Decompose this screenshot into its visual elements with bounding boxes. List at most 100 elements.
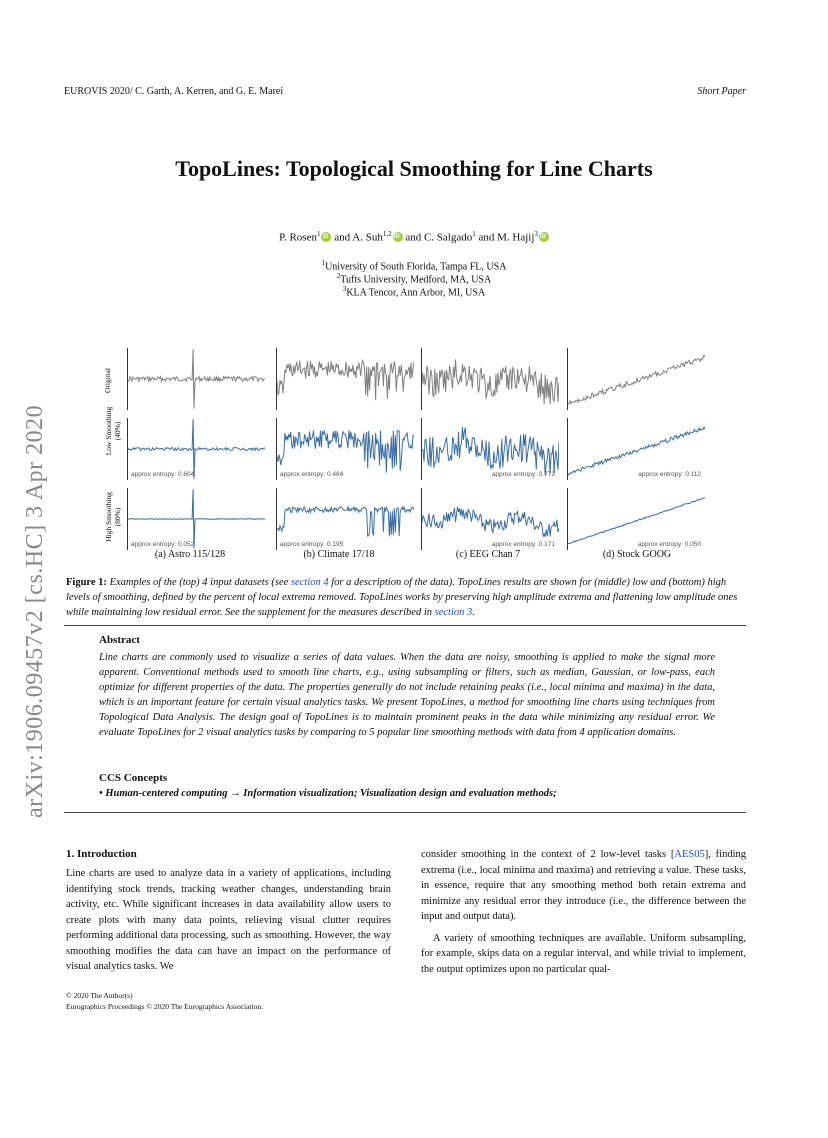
copyright-line: © 2020 The Author(s) (66, 991, 133, 1000)
smoothed-series-line (277, 429, 414, 473)
smoothed-series-line (128, 419, 265, 479)
orcid-icon[interactable] (538, 231, 549, 242)
chart-panel (276, 348, 414, 410)
author-name: M. Hajij (497, 231, 535, 244)
body-text: ], finding extrema (i.e., local minima a… (421, 849, 746, 922)
line-chart (128, 419, 265, 479)
affiliation: 3KLA Tencor, Ann Arbor, MI, USA (0, 285, 828, 298)
row-label-text: High Smoothing (104, 492, 113, 542)
chart-panel: approx entropy: 0.772 (421, 418, 559, 480)
body-text: consider smoothing in the context of 2 l… (421, 849, 675, 860)
section-heading: 1. Introduction (66, 848, 137, 860)
entropy-label: approx entropy: 0.195 (280, 541, 344, 548)
line-chart (568, 497, 705, 545)
entropy-label: approx entropy: 0.052 (131, 541, 195, 548)
author-affil-sup: 1,2 (382, 230, 392, 238)
row-label-original: Original (103, 368, 112, 393)
body-text: A variety of smoothing techniques are av… (421, 932, 746, 975)
line-chart (422, 359, 559, 405)
author-affil-sup: 1 (472, 230, 476, 238)
intro-column-1: Line charts are used to analyze data in … (66, 868, 391, 972)
affiliation-sup: 2 (336, 272, 341, 280)
subfigure-label: (d) Stock GOOG (602, 549, 672, 560)
original-series-line (422, 359, 559, 405)
arrow-icon: → (230, 788, 241, 799)
chart-panel: approx entropy: 0.604 (127, 418, 265, 480)
affiliation: 1University of South Florida, Tampa FL, … (0, 259, 828, 272)
citation-link[interactable]: AES05 (674, 849, 705, 860)
entropy-label: approx entropy: 0.604 (131, 471, 195, 478)
author-affil-sup: 1 (316, 230, 321, 238)
line-chart (422, 426, 559, 475)
line-chart (277, 429, 414, 473)
smoothed-series-line (277, 505, 414, 538)
smoothed-series-line (568, 497, 705, 545)
line-chart (128, 489, 265, 549)
section-link[interactable]: section 4 (290, 577, 329, 588)
bullet: • (99, 788, 103, 799)
line-chart (277, 358, 414, 401)
entropy-label: approx entropy: 0.772 (491, 471, 555, 478)
ccs-rest: Information visualization; Visualization… (243, 788, 557, 799)
original-series-line (128, 349, 265, 409)
line-chart (422, 506, 559, 539)
chart-panel: approx entropy: 0.050 (567, 488, 705, 550)
subfigure-label: (a) Astro 115/128 (154, 549, 226, 560)
line-chart (568, 354, 705, 405)
paper-title: TopoLines: Topological Smoothing for Lin… (175, 156, 653, 181)
chart-panel (567, 348, 705, 410)
chart-panel (421, 348, 559, 410)
affiliation-sup: 3 (342, 285, 347, 293)
entropy-label: approx entropy: 0.050 (637, 541, 701, 548)
smoothed-series-line (422, 506, 559, 539)
orcid-icon[interactable] (321, 231, 332, 242)
ccs-heading: CCS Concepts (99, 772, 168, 784)
author-affil-sup: 3 (534, 230, 538, 238)
running-header-right: Short Paper (697, 86, 746, 97)
caption-text: for a description of the data). TopoLine… (66, 577, 738, 618)
copyright-line: Eurographics Proceedings © 2020 The Euro… (66, 1002, 263, 1011)
abstract-text: Line charts are commonly used to visuali… (99, 652, 715, 738)
smoothed-series-line (422, 426, 559, 475)
entropy-label: approx entropy: 0.112 (638, 471, 701, 478)
intro-column-2: consider smoothing in the context of 2 l… (421, 847, 746, 983)
entropy-label: approx entropy: 0.484 (280, 471, 344, 478)
author-name: P. Rosen (279, 231, 317, 244)
ccs-main: Human-centered computing (105, 788, 228, 799)
affiliation: 2Tufts University, Medford, MA, USA (0, 272, 828, 285)
divider (64, 625, 746, 626)
chart-panel: approx entropy: 0.484 (276, 418, 414, 480)
author-name: A. Suh (352, 231, 383, 244)
ccs-concepts: • Human-centered computing → Information… (99, 788, 557, 799)
author-joiner: and (334, 231, 351, 244)
chart-panel (127, 348, 265, 410)
original-series-line (277, 358, 414, 401)
row-label-low: Low Smoothing (40%) (104, 403, 122, 459)
row-label-text: Original (103, 368, 112, 393)
author-joiner: and (478, 231, 495, 244)
orcid-icon[interactable] (392, 231, 403, 242)
chart-panel: approx entropy: 0.171 (421, 488, 559, 550)
caption-text: Examples of the (top) 4 input datasets (… (109, 577, 289, 588)
caption-label: Figure 1: (66, 577, 107, 588)
caption-text: . (472, 607, 475, 618)
entropy-label: approx entropy: 0.171 (491, 541, 555, 548)
subfigure-label: (b) Climate 17/18 (303, 549, 375, 560)
author-joiner: and (405, 231, 422, 244)
row-label-text: (40%) (113, 421, 122, 441)
row-label-text: (80%) (113, 507, 122, 527)
figure-caption: Figure 1: Examples of the (top) 4 input … (66, 575, 748, 620)
chart-panel: approx entropy: 0.195 (276, 488, 414, 550)
running-header-left: EUROVIS 2020/ C. Garth, A. Kerren, and G… (64, 86, 284, 97)
line-chart (568, 426, 705, 476)
smoothed-series-line (128, 489, 265, 549)
line-chart (128, 349, 265, 409)
smoothed-series-line (568, 426, 705, 476)
chart-panel: approx entropy: 0.112 (567, 418, 705, 480)
author-list: P. Rosen1 and A. Suh1,2 and C. Salgado1 … (0, 230, 828, 244)
section-link[interactable]: section 3 (434, 607, 473, 618)
affiliation-text: University of South Florida, Tampa FL, U… (325, 261, 507, 273)
affiliation-text: Tufts University, Medford, MA, USA (340, 274, 492, 286)
author-name: C. Salgado (423, 231, 473, 244)
line-chart (277, 505, 414, 538)
